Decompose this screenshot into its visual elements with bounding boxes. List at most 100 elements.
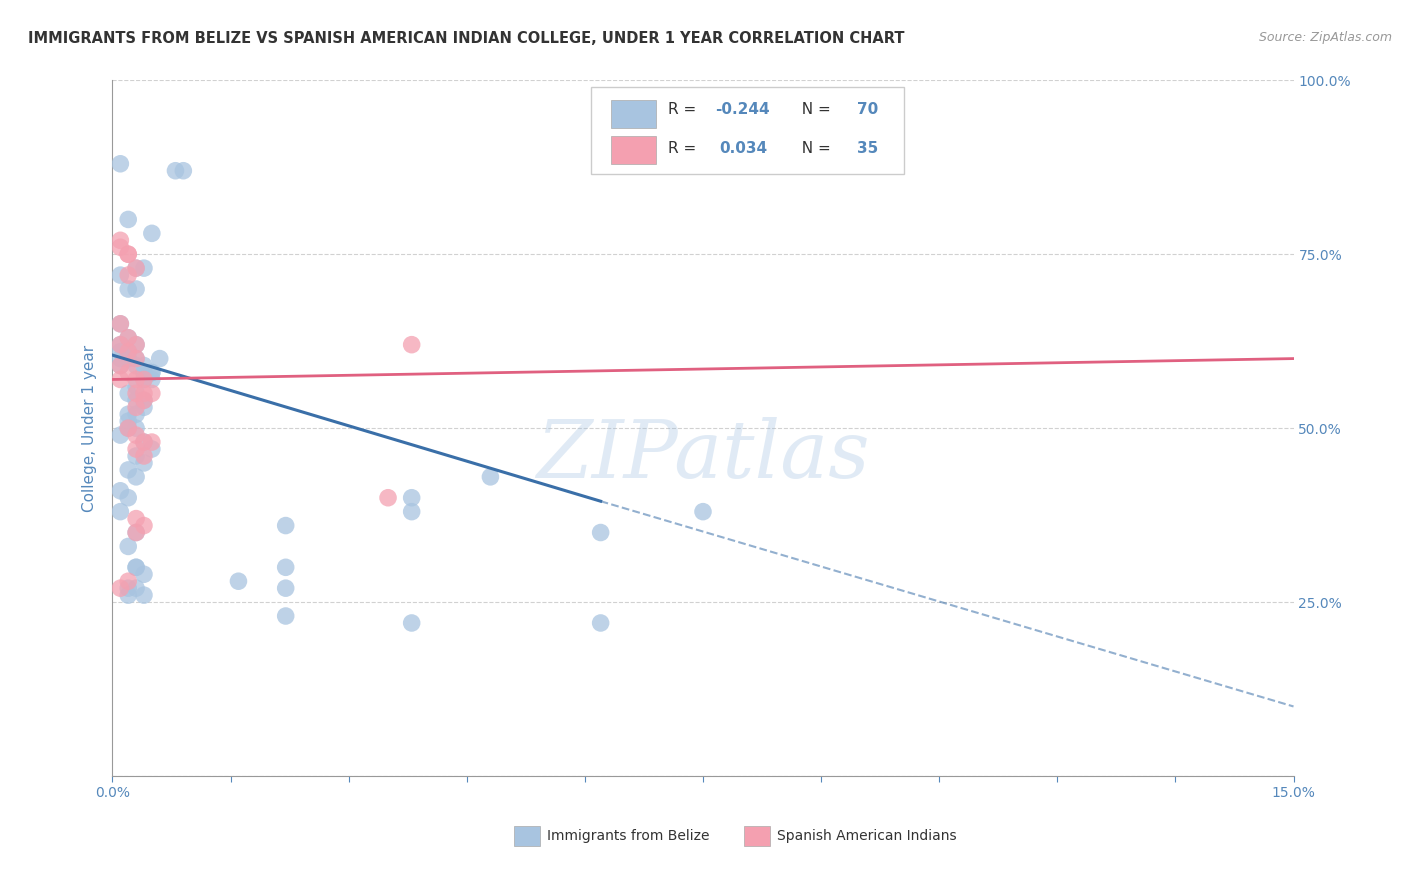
Point [110, 372, 132, 386]
Text: R =: R = [668, 141, 700, 156]
Point [117, 331, 139, 345]
Text: ZIPatlas: ZIPatlas [536, 417, 870, 495]
Point [165, 163, 187, 178]
Point [692, 505, 714, 519]
Point [125, 401, 148, 415]
Point [132, 518, 155, 533]
FancyBboxPatch shape [744, 826, 770, 846]
Point [141, 442, 163, 456]
Point [110, 428, 132, 442]
Point [117, 386, 139, 401]
FancyBboxPatch shape [610, 100, 655, 128]
Point [125, 261, 148, 276]
Point [110, 581, 132, 595]
Point [125, 261, 148, 276]
Text: 0.034: 0.034 [720, 141, 768, 156]
Point [125, 581, 148, 595]
Point [132, 449, 155, 463]
Point [141, 366, 163, 380]
Point [274, 581, 297, 595]
Point [274, 518, 297, 533]
Text: Immigrants from Belize: Immigrants from Belize [547, 829, 710, 843]
Point [125, 560, 148, 574]
Point [132, 366, 155, 380]
Point [125, 337, 148, 351]
Point [132, 435, 155, 450]
Point [110, 233, 132, 247]
Point [274, 609, 297, 624]
Point [117, 588, 139, 602]
Text: R =: R = [668, 103, 700, 118]
Point [117, 351, 139, 366]
FancyBboxPatch shape [591, 87, 904, 174]
Point [149, 351, 172, 366]
Point [110, 359, 132, 373]
Point [141, 227, 163, 241]
Point [125, 442, 148, 456]
Point [377, 491, 399, 505]
Point [125, 337, 148, 351]
Point [125, 421, 148, 435]
Point [125, 449, 148, 463]
Point [110, 505, 132, 519]
Point [117, 574, 139, 589]
Point [132, 435, 155, 450]
Point [479, 470, 502, 484]
Point [125, 372, 148, 386]
Point [117, 331, 139, 345]
Point [274, 560, 297, 574]
Point [141, 386, 163, 401]
Point [125, 282, 148, 296]
Point [125, 386, 148, 401]
Text: IMMIGRANTS FROM BELIZE VS SPANISH AMERICAN INDIAN COLLEGE, UNDER 1 YEAR CORRELAT: IMMIGRANTS FROM BELIZE VS SPANISH AMERIC… [28, 31, 904, 46]
Point [110, 483, 132, 498]
Text: Spanish American Indians: Spanish American Indians [778, 829, 957, 843]
Point [132, 261, 155, 276]
Point [401, 337, 423, 351]
Point [141, 435, 163, 450]
Point [125, 525, 148, 540]
Point [132, 393, 155, 408]
Text: 70: 70 [856, 103, 877, 118]
Text: N =: N = [792, 141, 835, 156]
Point [401, 505, 423, 519]
Point [117, 421, 139, 435]
Point [228, 574, 250, 589]
Point [110, 240, 132, 254]
Point [125, 470, 148, 484]
Point [141, 372, 163, 386]
Point [125, 428, 148, 442]
Point [117, 463, 139, 477]
Point [110, 317, 132, 331]
Point [110, 317, 132, 331]
Point [401, 615, 423, 630]
Point [125, 407, 148, 421]
Point [110, 359, 132, 373]
Point [132, 372, 155, 386]
Point [117, 344, 139, 359]
Point [110, 344, 132, 359]
Point [117, 581, 139, 595]
Point [132, 567, 155, 582]
Point [117, 212, 139, 227]
Point [125, 560, 148, 574]
Text: -0.244: -0.244 [714, 103, 769, 118]
Point [117, 247, 139, 261]
Point [125, 351, 148, 366]
Point [110, 337, 132, 351]
Point [110, 351, 132, 366]
Point [117, 344, 139, 359]
Point [125, 351, 148, 366]
Point [141, 366, 163, 380]
Point [132, 372, 155, 386]
Point [117, 282, 139, 296]
Point [125, 359, 148, 373]
Point [117, 540, 139, 554]
Point [117, 268, 139, 282]
Point [132, 456, 155, 470]
Point [132, 588, 155, 602]
Point [589, 615, 612, 630]
FancyBboxPatch shape [515, 826, 540, 846]
Text: Source: ZipAtlas.com: Source: ZipAtlas.com [1258, 31, 1392, 45]
Point [132, 401, 155, 415]
